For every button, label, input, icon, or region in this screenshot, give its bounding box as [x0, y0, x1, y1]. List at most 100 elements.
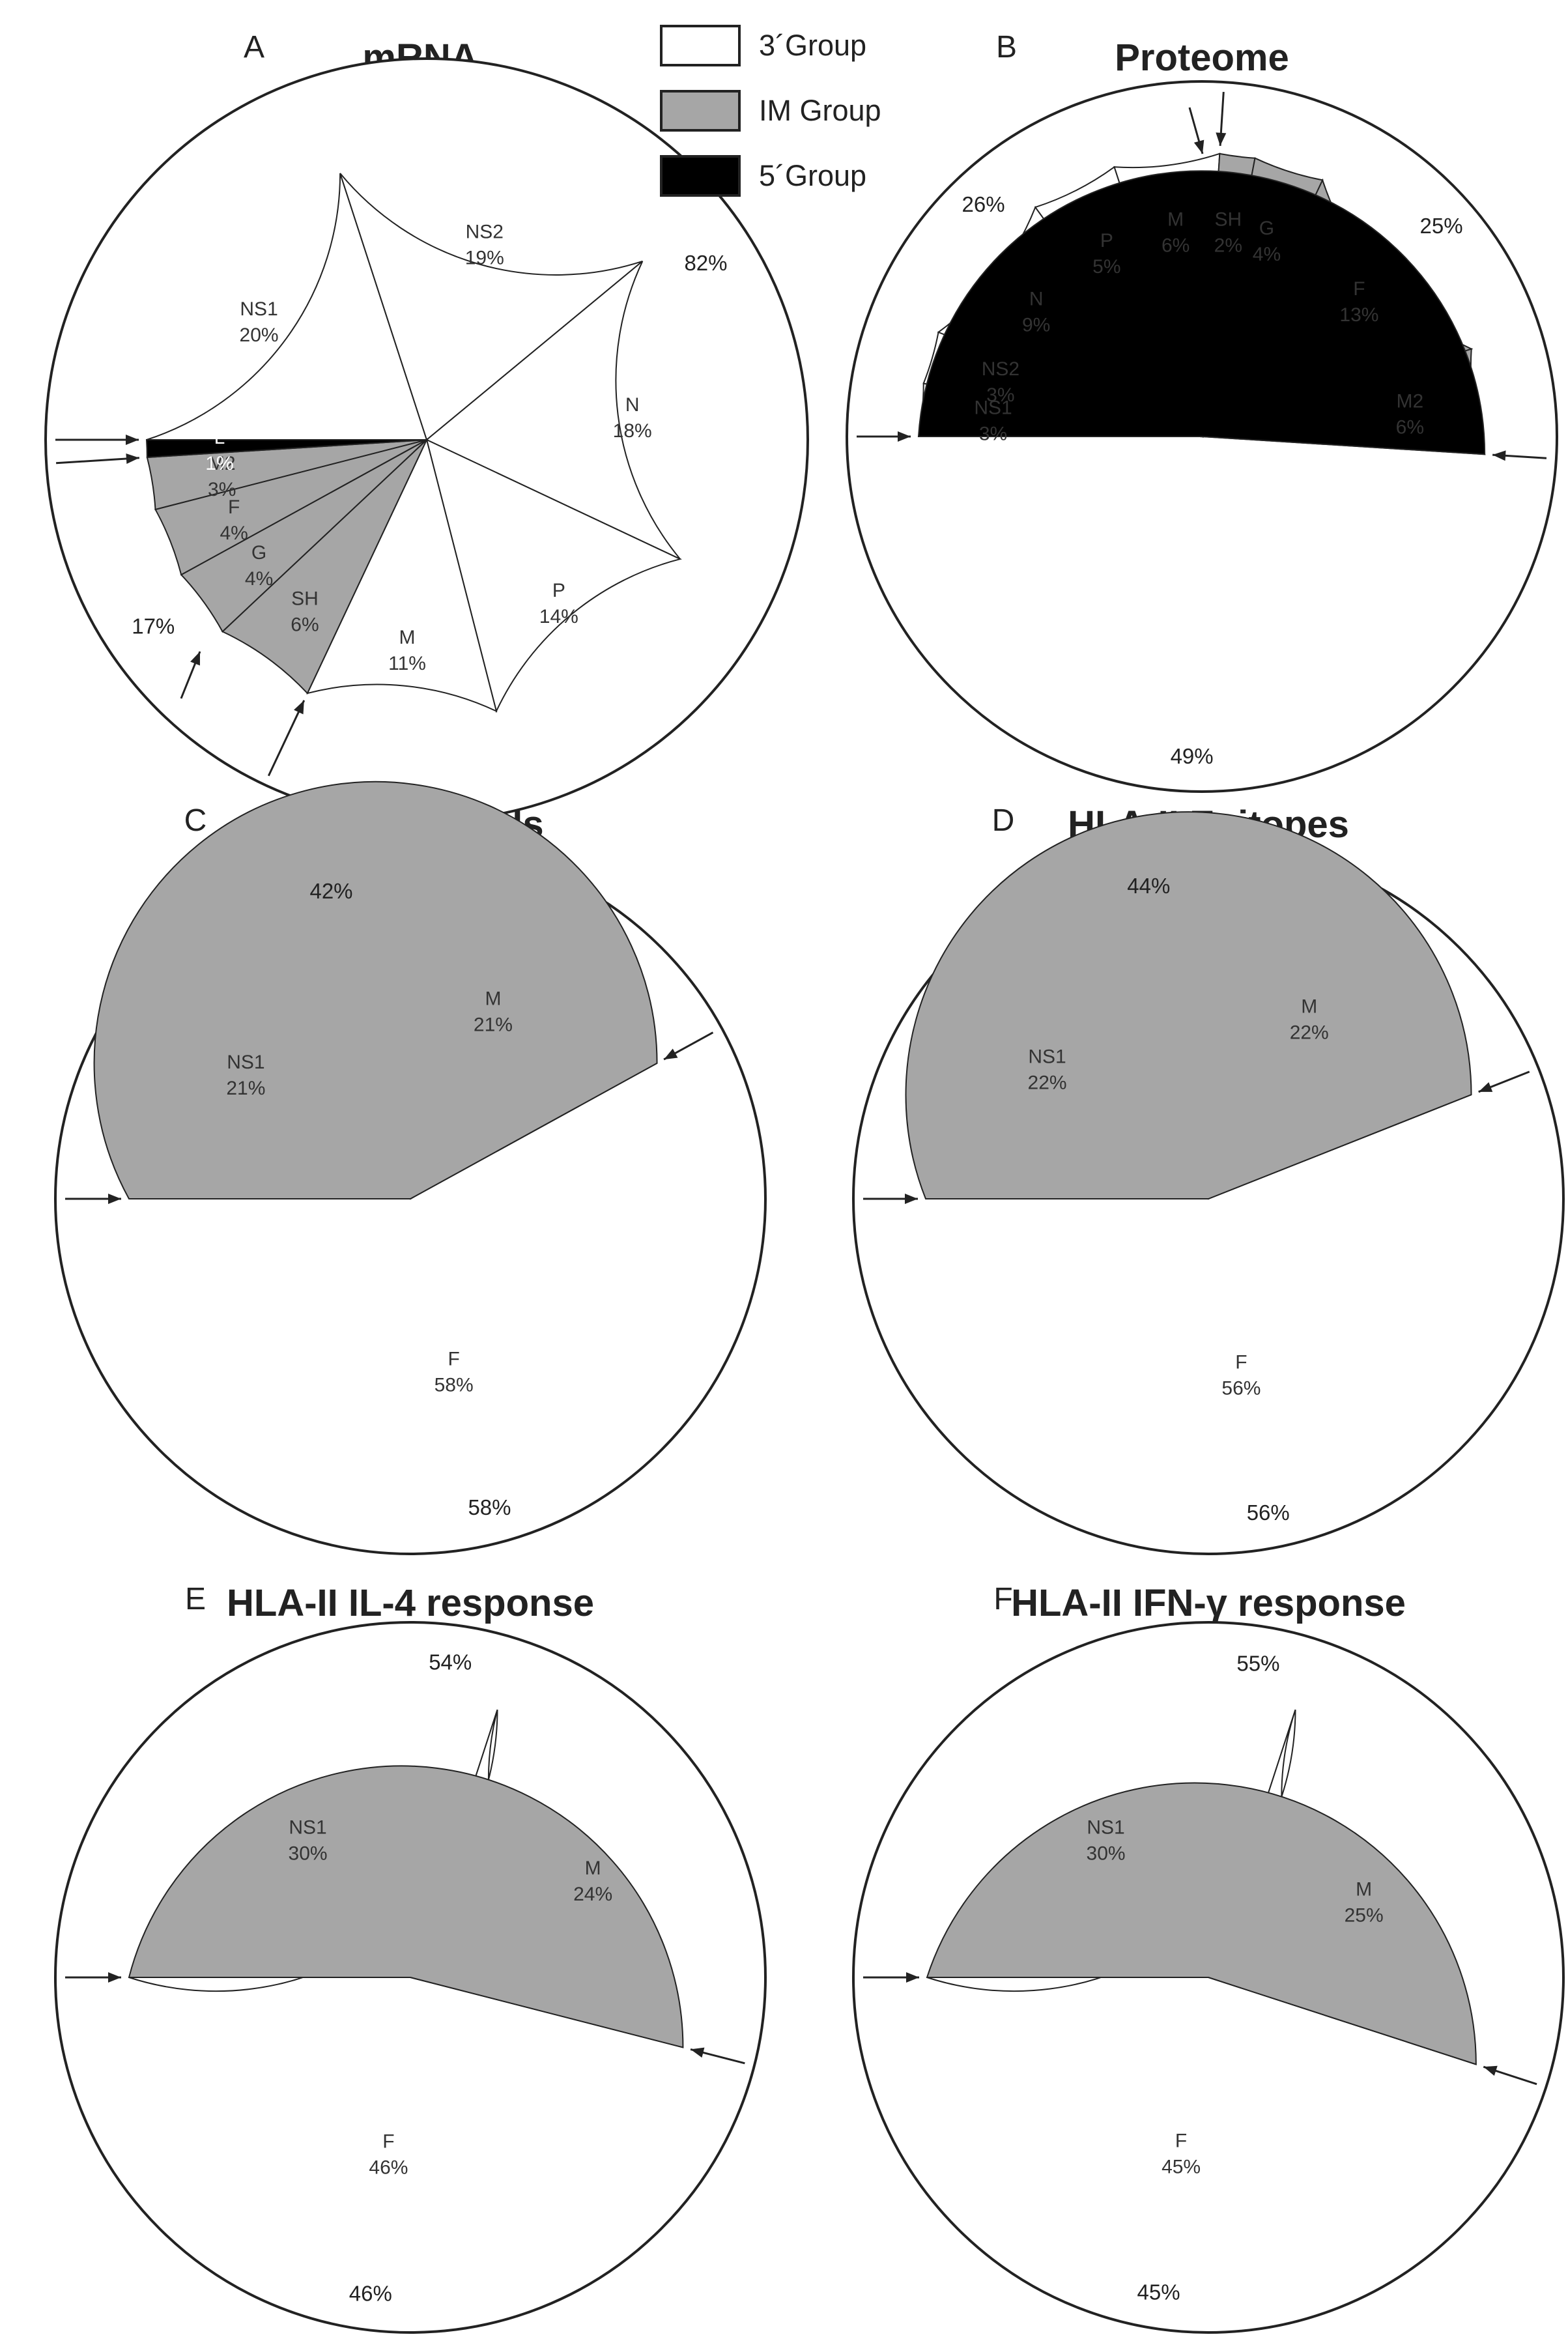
slice-label-name: N: [1029, 289, 1044, 310]
slice-label-value: 22%: [1290, 1022, 1329, 1044]
slice-label-value: 30%: [1087, 1843, 1126, 1864]
slice-label-name: P: [552, 580, 565, 601]
pie-slice-m: [306, 438, 498, 713]
slice-label-value: 22%: [1028, 1072, 1067, 1093]
slice-label-value: 49%: [1177, 619, 1216, 640]
slice-label-value: 1%: [205, 453, 233, 474]
slice-label-name: G: [1259, 218, 1274, 239]
legend-swatch-3-group: [660, 25, 741, 66]
slice-label-value: 2%: [1214, 235, 1242, 257]
boundary-arrow-1-head: [294, 700, 304, 715]
group-total-im-group: 56%: [1247, 1500, 1290, 1525]
slice-label-value: 6%: [1162, 235, 1190, 257]
slice-label-name: M: [1356, 1878, 1372, 1900]
group-total-3-group: 54%: [429, 1650, 472, 1674]
panel-title: HLA-II IL-4 response: [227, 1582, 594, 1624]
slice-label-name: L: [1191, 593, 1202, 614]
slice-label-value: 4%: [220, 523, 248, 544]
boundary-arrow-1-shaft: [267, 700, 306, 777]
slice-label-name: NS1: [227, 1052, 264, 1073]
slice-label-value: 25%: [1345, 1904, 1384, 1926]
slice-label-value: 11%: [388, 653, 426, 674]
slice-label-name: SH: [291, 588, 319, 609]
pie-slice-f: [128, 1765, 684, 2048]
legend-label-im-group: IM Group: [759, 94, 881, 127]
group-total-3-group: 82%: [684, 251, 727, 275]
boundary-arrow-0-head: [126, 435, 139, 445]
slice-label-name: NS1: [1028, 1046, 1066, 1067]
slice-label-name: M2: [1397, 391, 1424, 412]
pie-slice-ns1: [146, 173, 428, 440]
slice-label-value: 30%: [289, 1843, 328, 1864]
slice-label-value: 46%: [369, 2157, 408, 2179]
legend-swatch-im-group: [660, 90, 741, 132]
slice-label-name: F: [1175, 2131, 1187, 2152]
panel-letter: D: [992, 803, 1015, 838]
legend: 3´Group IM Group 5´Group: [660, 25, 881, 197]
slice-label-name: NS1: [240, 298, 278, 320]
pie-slice-f: [926, 1782, 1477, 2065]
group-total-3-group: 55%: [1236, 1652, 1279, 1676]
boundary-arrow-0-head: [108, 1194, 121, 1204]
boundary-arrow-1-head: [1478, 1082, 1493, 1092]
slice-label-value: 6%: [291, 614, 319, 635]
slice-label-value: 14%: [539, 606, 578, 627]
group-total-im-group: 45%: [1137, 2280, 1180, 2304]
group-total-3-group: 44%: [1127, 874, 1170, 898]
group-total-3-group: 42%: [309, 879, 352, 903]
pie-slice-f: [905, 811, 1472, 1199]
boundary-arrow-1-head: [664, 1048, 678, 1060]
boundary-arrow-1-head: [1216, 132, 1227, 146]
slice-label-value: 24%: [573, 1884, 612, 1905]
slice-label-name: NS2: [466, 221, 504, 242]
panel-letter: F: [993, 1582, 1012, 1616]
legend-label-5-group: 5´Group: [759, 159, 866, 192]
slice-label-name: NS1: [289, 1816, 326, 1838]
group-total-im-group: 25%: [1420, 214, 1463, 238]
group-total-3-group: 26%: [962, 192, 1005, 216]
slice-label-name: G: [251, 542, 266, 564]
slice-label-value: 56%: [1221, 1377, 1261, 1399]
pie-panel-b: B ProteomeNS13%NS23%N9%P5%M6%SH2%G4%F13%M…: [846, 30, 1558, 793]
legend-label-3-group: 3´Group: [759, 29, 866, 62]
pie-slice-l: [145, 439, 427, 459]
slice-label-value: 19%: [465, 247, 504, 268]
boundary-arrow-0-head: [906, 1972, 919, 1983]
slice-label-name: N: [625, 394, 640, 416]
slice-label-value: 3%: [986, 384, 1014, 406]
slice-label-value: 4%: [245, 568, 273, 590]
slice-label-name: M2: [208, 453, 236, 474]
panel-title: Proteome: [1115, 36, 1289, 79]
slice-label-value: 58%: [435, 1374, 474, 1396]
boundary-arrow-extra-0-head: [190, 652, 200, 666]
pie-slice-f: [93, 781, 658, 1199]
pie-slice-sh: [221, 439, 427, 695]
slice-label-value: 21%: [474, 1014, 513, 1036]
pie-panel-d: DHLA-II EpitopesNS122%M22%F56%44%56%: [852, 803, 1565, 1555]
boundary-arrow-2-head: [1492, 450, 1506, 461]
panel-letter: A: [244, 30, 264, 65]
group-total-im-group: 58%: [468, 1495, 511, 1519]
slice-label-value: 9%: [1022, 315, 1050, 336]
pie-panel-a: AmRNANS120%NS219%N18%P14%M11%SH6%G4%F4%M…: [44, 30, 809, 822]
pie-slice-p: [425, 438, 683, 713]
pie-slice-ns2: [339, 173, 643, 441]
slice-label-name: P: [1100, 230, 1113, 251]
pie-slice-n: [425, 261, 681, 560]
boundary-arrow-1-head: [1483, 2065, 1498, 2076]
panel-letter: E: [185, 1582, 206, 1616]
slice-label-value: 4%: [1253, 244, 1281, 265]
slice-label-name: M: [585, 1858, 601, 1879]
slice-label-value: 45%: [1162, 2157, 1201, 2178]
panel-letter: C: [184, 803, 207, 838]
slice-label-name: F: [448, 1348, 459, 1370]
slice-label-value: 3%: [979, 423, 1007, 445]
group-total-5-group: 49%: [1171, 744, 1214, 768]
boundary-arrow-0-head: [905, 1194, 918, 1204]
slice-label-value: 21%: [226, 1078, 265, 1099]
slice-label-name: NS1: [1087, 1816, 1124, 1838]
slice-label-name: F: [1235, 1351, 1247, 1373]
boundary-arrow-2-shaft: [56, 457, 139, 465]
